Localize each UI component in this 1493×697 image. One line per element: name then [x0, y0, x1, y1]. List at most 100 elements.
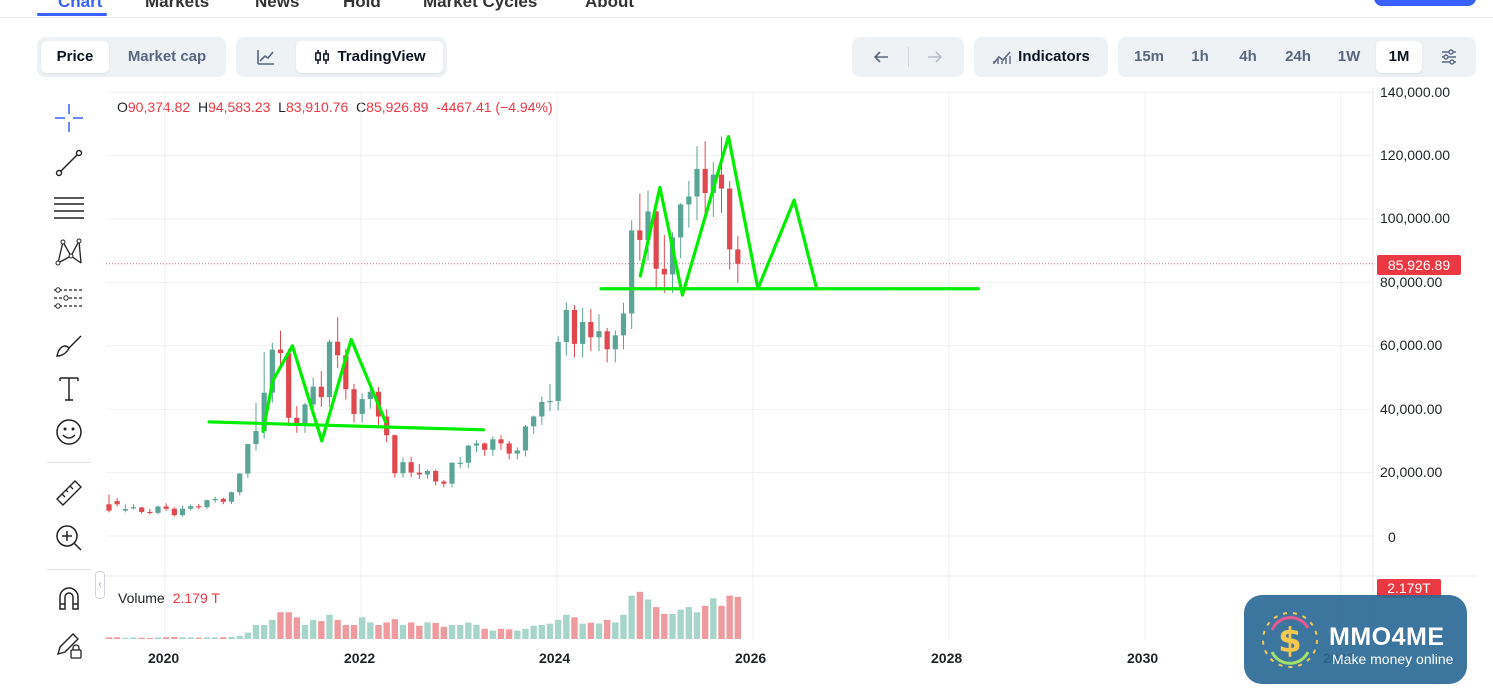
- volume-bar: [236, 635, 243, 639]
- high-label: H: [197, 99, 209, 115]
- candle-body: [433, 471, 439, 482]
- chart-type-toggle: TradingView: [236, 37, 447, 77]
- candle-body: [253, 431, 259, 445]
- redo-button[interactable]: [912, 41, 958, 73]
- volume-bar: [350, 624, 358, 639]
- volume-bar: [497, 628, 505, 639]
- price-tab[interactable]: Price: [41, 41, 109, 73]
- candle-body: [171, 508, 177, 516]
- text-icon: [59, 377, 79, 401]
- pattern-tool[interactable]: [51, 234, 87, 270]
- fib-tool[interactable]: [51, 190, 87, 226]
- top-action-button[interactable]: [1374, 0, 1476, 6]
- crosshair-tool[interactable]: [51, 100, 87, 136]
- volume-bar: [342, 624, 350, 639]
- lock-drawings-tool[interactable]: [51, 627, 87, 663]
- undo-redo-group: [852, 37, 964, 77]
- volume-bar: [710, 598, 717, 639]
- prediction-tool[interactable]: [51, 280, 87, 316]
- candle-body: [645, 211, 651, 240]
- undo-button[interactable]: [858, 41, 904, 73]
- candle-body: [531, 416, 537, 427]
- indicators-button[interactable]: Indicators: [978, 41, 1104, 73]
- zoom-tool[interactable]: [51, 520, 87, 556]
- change-value: -4467.41 (−4.94%): [436, 99, 553, 115]
- nav-market-cycles[interactable]: Market Cycles: [423, 0, 538, 11]
- candle-body: [188, 506, 194, 509]
- candle-body: [661, 268, 667, 275]
- interval-1h[interactable]: 1h: [1191, 48, 1209, 65]
- candle-body: [237, 473, 243, 493]
- volume-bar: [252, 624, 260, 639]
- volume-bar: [122, 637, 129, 639]
- nav-news[interactable]: News: [255, 0, 300, 11]
- volume-bar: [138, 637, 145, 639]
- interval-4h[interactable]: 4h: [1239, 48, 1257, 65]
- candle-body: [678, 204, 684, 238]
- y-tick-label: 20,000.00: [1380, 464, 1443, 480]
- volume-bar: [203, 637, 211, 639]
- watermark-tagline: Make money online: [1332, 651, 1454, 667]
- candle-body: [343, 355, 349, 390]
- low-value: 83,910.76: [285, 99, 349, 115]
- volume-bar: [473, 624, 480, 639]
- candle-body: [702, 168, 708, 194]
- y-tick-label: 100,000.00: [1380, 210, 1451, 226]
- candle-body: [563, 309, 569, 342]
- candle-body: [196, 506, 202, 508]
- nav-markets[interactable]: Markets: [145, 0, 210, 11]
- candle-body: [612, 335, 618, 350]
- chart-settings-button[interactable]: [1428, 41, 1470, 73]
- indicators-group: Indicators: [974, 37, 1108, 77]
- collapse-toolbar-handle[interactable]: ‹: [95, 571, 105, 599]
- y-tick-label: 0: [1388, 529, 1396, 545]
- volume-bar: [367, 622, 374, 639]
- candle-body: [139, 507, 145, 512]
- candle-body: [286, 353, 292, 418]
- candle-body: [163, 506, 169, 509]
- interval-1m[interactable]: 1M: [1376, 41, 1422, 73]
- volume-bar: [391, 619, 399, 639]
- candle-body: [114, 501, 120, 505]
- volume-bar: [130, 637, 137, 639]
- nav-hold[interactable]: Hold: [343, 0, 381, 11]
- candle-body: [522, 426, 529, 451]
- y-tick-label: 140,000.00: [1380, 84, 1451, 100]
- trendline-tool[interactable]: [51, 145, 87, 181]
- zoom-in-icon: [56, 525, 82, 551]
- line-chart-button[interactable]: [240, 41, 292, 73]
- horizontal-lines-icon: [54, 197, 84, 219]
- interval-1w[interactable]: 1W: [1337, 48, 1361, 65]
- volume-bar: [661, 614, 668, 639]
- magnet-tool[interactable]: [51, 581, 87, 617]
- volume-bar: [595, 623, 603, 639]
- text-tool[interactable]: [51, 370, 87, 406]
- brush-tool[interactable]: [51, 326, 87, 362]
- nav-about[interactable]: About: [585, 0, 635, 11]
- tradingview-label: TradingView: [337, 48, 426, 65]
- magnet-icon: [59, 587, 79, 610]
- candle-body: [212, 498, 218, 501]
- sliders-icon: [1442, 49, 1456, 65]
- volume-bar: [538, 624, 546, 639]
- volume-label: Volume: [118, 590, 165, 606]
- interval-15m[interactable]: 15m: [1133, 48, 1165, 65]
- candle-body: [686, 196, 692, 205]
- candle-body: [637, 230, 643, 240]
- candle-body: [506, 443, 512, 454]
- nav-chart[interactable]: Chart: [58, 0, 103, 11]
- volume-bar: [734, 596, 742, 639]
- interval-24h[interactable]: 24h: [1285, 48, 1311, 65]
- market-cap-tab[interactable]: Market cap: [127, 48, 207, 65]
- line-chart-icon: [257, 50, 274, 65]
- candle-body: [392, 435, 398, 474]
- measure-tool[interactable]: [51, 475, 87, 511]
- emoji-tool[interactable]: [51, 414, 87, 450]
- smiley-icon: [56, 419, 82, 445]
- undo-redo-divider: [908, 47, 909, 67]
- volume-bar: [146, 637, 154, 639]
- candle-body: [277, 349, 284, 354]
- tradingview-button[interactable]: TradingView: [296, 41, 443, 73]
- candle-body: [384, 416, 390, 436]
- volume-bar: [579, 623, 586, 639]
